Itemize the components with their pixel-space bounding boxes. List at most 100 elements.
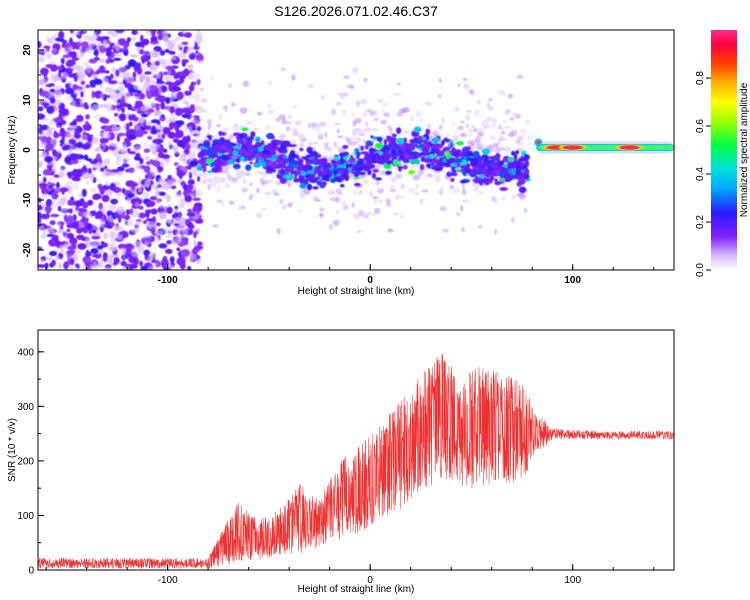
spectral-blob: [143, 249, 151, 256]
spectral-blob: [120, 102, 129, 108]
spectral-blob: [195, 227, 200, 234]
spectral-blob: [38, 53, 42, 59]
spectral-blob: [347, 159, 356, 163]
spectral-blob: [296, 156, 300, 160]
spectral-blob: [81, 143, 90, 150]
spectral-blob: [99, 186, 105, 195]
spectral-blob: [504, 125, 511, 129]
spectral-blob: [402, 165, 408, 170]
spectral-blob: [52, 199, 59, 208]
spectral-blob: [115, 46, 120, 52]
spectral-blob: [69, 257, 75, 266]
spectral-blob: [457, 125, 464, 131]
spectral-blob: [431, 137, 440, 143]
spectral-blob: [437, 161, 447, 166]
spectral-blob: [507, 156, 515, 162]
spectral-blob: [109, 203, 117, 212]
spectral-blob: [176, 43, 183, 49]
spectral-blob: [39, 193, 50, 200]
spectral-blob: [458, 151, 464, 157]
spectral-blob: [81, 84, 86, 90]
spectral-blob: [517, 179, 526, 185]
spectral-blob: [113, 57, 122, 61]
spectral-blob: [72, 30, 80, 36]
colorbar: 0.0 0.2 0.4 0.6 0.8 Normalized spectral ampl…: [695, 30, 750, 277]
spectral-blob: [134, 222, 140, 230]
spectral-blob: [64, 235, 68, 243]
spectral-blob: [173, 72, 179, 80]
spectral-blob: [396, 137, 405, 145]
spectral-blob: [71, 159, 79, 164]
spectral-blob: [449, 185, 454, 190]
spectral-blob: [452, 134, 459, 142]
spectral-blob: [257, 170, 265, 175]
spectral-blob: [471, 125, 476, 129]
spectral-blob: [66, 216, 75, 224]
spectral-blob: [160, 101, 166, 110]
spectral-blob: [195, 54, 204, 61]
spectral-blob: [432, 131, 437, 136]
spectral-blob: [159, 116, 166, 121]
spectral-blob: [368, 211, 372, 215]
spectral-blob: [277, 148, 286, 154]
spectral-blob: [201, 108, 208, 113]
spectral-blob: [145, 218, 154, 222]
spectral-blob: [241, 127, 249, 132]
spectral-blob: [107, 54, 111, 60]
spectral-blob: [125, 123, 130, 132]
spectral-blob: [383, 138, 388, 146]
spectral-blob: [486, 173, 490, 178]
spectral-blob: [165, 248, 173, 255]
spectral-blob: [355, 100, 361, 107]
spectral-blob: [375, 164, 382, 169]
spectral-blob: [161, 31, 169, 40]
spectral-blob: [342, 205, 350, 210]
spectral-blob: [413, 154, 418, 160]
spectral-blob: [408, 169, 415, 175]
spectral-blob: [352, 66, 359, 74]
spectral-blob: [297, 176, 306, 183]
spectral-blob: [287, 202, 293, 208]
spectral-blob: [399, 215, 405, 219]
spectral-blob: [228, 135, 235, 140]
spectral-blob: [115, 192, 120, 200]
spectral-blob: [321, 174, 330, 181]
spectral-blob: [514, 113, 522, 119]
spectral-blob: [127, 167, 135, 173]
spectral-blob: [191, 126, 197, 131]
spectral-blob: [422, 143, 429, 148]
spectral-blob: [461, 226, 465, 233]
spectral-blob: [49, 220, 56, 226]
spectral-blob: [291, 128, 298, 132]
spectral-blob: [159, 50, 166, 56]
spectral-blob: [521, 147, 525, 151]
spectral-blob: [38, 153, 47, 158]
spectral-blob: [82, 216, 86, 222]
spectral-blob: [288, 161, 298, 166]
spectral-blob: [140, 113, 149, 118]
spectral-blob: [157, 177, 167, 184]
spectral-blob: [104, 165, 108, 170]
spectral-blob: [122, 143, 127, 151]
spectral-blob: [58, 197, 66, 206]
spectral-blob: [50, 226, 55, 234]
spectral-blob: [154, 261, 159, 269]
spectral-blob: [149, 65, 158, 72]
spectral-blob: [253, 127, 259, 131]
spectral-blob: [354, 118, 362, 123]
spectral-blob: [227, 163, 232, 170]
spectral-blob: [240, 170, 246, 175]
spectral-blob: [75, 206, 80, 211]
spectral-blob: [82, 30, 88, 34]
spectral-blob: [363, 77, 368, 83]
spectral-blob: [79, 49, 85, 57]
spectral-blob: [193, 245, 204, 250]
spectral-blob: [197, 176, 201, 182]
spectral-blob: [281, 118, 287, 125]
y-tick-label: 300: [17, 402, 34, 413]
spectral-blob: [178, 238, 182, 243]
spectral-blob: [109, 73, 114, 80]
spectral-blob: [413, 126, 422, 133]
spectral-blob: [264, 191, 272, 195]
spectral-blob: [242, 80, 250, 88]
